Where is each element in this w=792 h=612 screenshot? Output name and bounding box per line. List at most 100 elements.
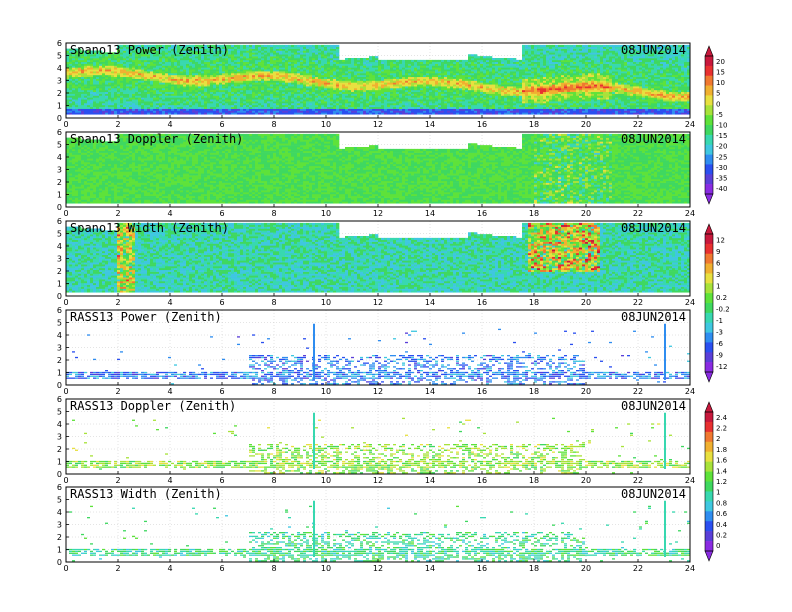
field-cell bbox=[279, 88, 283, 91]
field-cell bbox=[351, 88, 355, 91]
field-cell bbox=[357, 99, 361, 102]
field-cell bbox=[135, 78, 139, 81]
field-cell bbox=[342, 93, 346, 96]
field-cell bbox=[402, 71, 406, 74]
field-cell bbox=[357, 78, 361, 81]
field-cell bbox=[264, 82, 268, 85]
field-cell bbox=[366, 95, 370, 98]
field-cell bbox=[102, 63, 106, 66]
field-cell bbox=[144, 52, 148, 55]
field-cell bbox=[234, 91, 238, 94]
field-cell bbox=[111, 104, 115, 108]
field-cell bbox=[105, 61, 109, 64]
field-cell bbox=[168, 44, 172, 48]
field-cell bbox=[324, 69, 328, 72]
field-cell bbox=[408, 99, 412, 102]
field-cell bbox=[330, 93, 334, 96]
field-cell bbox=[336, 56, 340, 59]
field-cell bbox=[315, 93, 319, 96]
field-cell bbox=[123, 63, 127, 66]
field-cell bbox=[153, 71, 157, 74]
field-cell bbox=[351, 84, 355, 87]
field-cell bbox=[486, 74, 490, 78]
field-cell bbox=[66, 95, 70, 98]
field-cell bbox=[279, 103, 283, 106]
field-cell bbox=[309, 97, 313, 100]
field-cell bbox=[378, 73, 382, 76]
field-cell bbox=[156, 84, 160, 87]
field-cell bbox=[177, 48, 181, 51]
field-cell bbox=[321, 44, 325, 48]
field-cell bbox=[414, 110, 418, 113]
field-cell bbox=[327, 88, 331, 91]
field-cell bbox=[429, 80, 433, 83]
field-cell bbox=[222, 67, 226, 70]
field-cell bbox=[324, 65, 328, 68]
field-cell bbox=[252, 52, 256, 55]
field-cell bbox=[147, 112, 151, 115]
field-cell bbox=[495, 103, 499, 106]
field-cell bbox=[270, 54, 274, 57]
field-cell bbox=[435, 80, 439, 83]
field-cell bbox=[495, 69, 499, 72]
field-cell bbox=[192, 95, 196, 98]
field-cell bbox=[120, 93, 124, 96]
field-cell bbox=[246, 50, 250, 53]
field-cell bbox=[264, 46, 268, 49]
field-cell bbox=[408, 89, 412, 93]
field-cell bbox=[300, 48, 304, 51]
field-cell bbox=[216, 74, 220, 78]
field-cell bbox=[258, 73, 262, 76]
field-cell bbox=[483, 104, 487, 108]
field-cell bbox=[162, 48, 166, 51]
field-cell bbox=[399, 82, 403, 85]
field-cell bbox=[90, 58, 94, 61]
field-cell bbox=[234, 106, 238, 109]
field-cell bbox=[153, 110, 157, 113]
field-cell bbox=[270, 73, 274, 76]
field-cell bbox=[153, 99, 157, 102]
field-cell bbox=[294, 50, 298, 53]
field-cell bbox=[381, 97, 385, 100]
field-cell bbox=[123, 65, 127, 68]
field-cell bbox=[168, 104, 172, 108]
field-cell bbox=[456, 110, 460, 113]
field-cell bbox=[261, 44, 265, 48]
field-cell bbox=[90, 91, 94, 94]
field-cell bbox=[327, 95, 331, 98]
field-cell bbox=[291, 82, 295, 85]
field-cell bbox=[129, 103, 133, 106]
field-cell bbox=[234, 46, 238, 49]
field-cell bbox=[159, 104, 163, 108]
field-cell bbox=[264, 73, 268, 76]
field-cell bbox=[414, 101, 418, 104]
field-cell bbox=[279, 97, 283, 100]
field-cell bbox=[453, 80, 457, 83]
field-cell bbox=[183, 48, 187, 51]
field-cell bbox=[390, 78, 394, 81]
field-cell bbox=[213, 108, 217, 111]
field-cell bbox=[282, 95, 286, 98]
field-cell bbox=[489, 88, 493, 91]
field-cell bbox=[360, 69, 364, 72]
field-cell bbox=[258, 97, 262, 100]
field-cell bbox=[207, 103, 211, 106]
field-cell bbox=[330, 103, 334, 106]
field-cell bbox=[462, 91, 466, 94]
field-cell bbox=[336, 65, 340, 68]
field-cell bbox=[135, 63, 139, 66]
field-cell bbox=[96, 50, 100, 53]
field-cell bbox=[219, 50, 223, 53]
field-cell bbox=[126, 59, 130, 63]
field-cell bbox=[141, 95, 145, 98]
field-cell bbox=[372, 56, 376, 59]
field-cell bbox=[66, 76, 70, 79]
field-cell bbox=[327, 97, 331, 100]
field-cell bbox=[114, 93, 118, 96]
field-cell bbox=[354, 80, 358, 83]
field-cell bbox=[111, 97, 115, 100]
field-cell bbox=[201, 52, 205, 55]
field-cell bbox=[387, 82, 391, 85]
field-cell bbox=[180, 112, 184, 115]
field-cell bbox=[156, 80, 160, 83]
